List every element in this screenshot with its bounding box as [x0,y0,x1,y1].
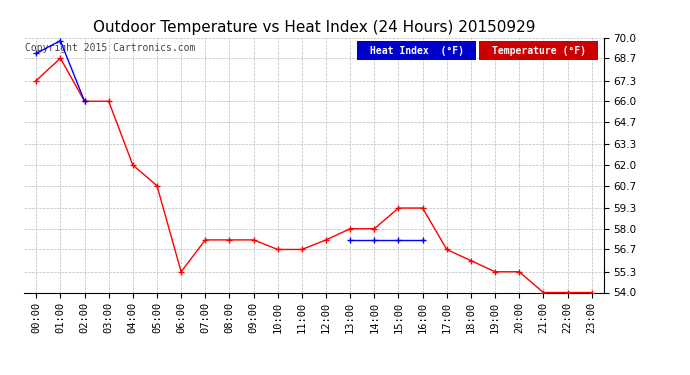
Text: Heat Index  (°F): Heat Index (°F) [370,46,464,56]
Text: Temperature (°F): Temperature (°F) [491,46,586,56]
FancyBboxPatch shape [357,41,476,60]
Text: Copyright 2015 Cartronics.com: Copyright 2015 Cartronics.com [25,43,195,52]
FancyBboxPatch shape [479,41,598,60]
Title: Outdoor Temperature vs Heat Index (24 Hours) 20150929: Outdoor Temperature vs Heat Index (24 Ho… [92,20,535,35]
